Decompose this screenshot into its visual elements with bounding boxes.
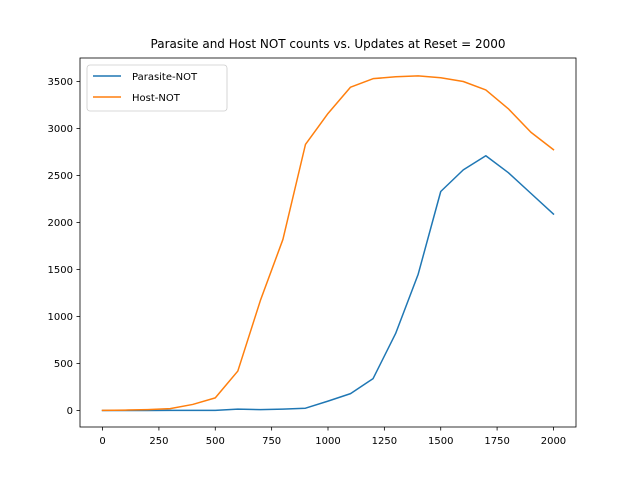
y-tick-label: 1000: [48, 312, 73, 323]
series-line-parasite-not: [101, 155, 555, 412]
x-tick-label: 0: [99, 436, 105, 447]
y-tick-label: 0: [67, 406, 73, 417]
y-tick-label: 2500: [48, 171, 73, 182]
x-tick-label: 1500: [428, 436, 453, 447]
series-layer: [101, 75, 555, 412]
x-tick-label: 750: [262, 436, 281, 447]
legend-label-parasite-not: Parasite-NOT: [132, 72, 198, 83]
x-tick-label: 2000: [541, 436, 566, 447]
legend-label-host-not: Host-NOT: [132, 93, 181, 104]
legend: Parasite-NOT Host-NOT: [86, 64, 228, 112]
y-tick-label: 3500: [48, 77, 73, 88]
x-tick-label: 1750: [484, 436, 509, 447]
x-tick-label: 250: [149, 436, 168, 447]
x-tick-label: 1000: [315, 436, 340, 447]
chart-title: Parasite and Host NOT counts vs. Updates…: [151, 37, 506, 51]
y-tick-label: 500: [54, 359, 73, 370]
legend-box: [86, 64, 228, 112]
y-tick-label: 2000: [48, 218, 73, 229]
x-tick-label: 1250: [372, 436, 397, 447]
axes-layer: 0 250 500 750 1000 1250 1500 1750 2000 0 500 1000 15…: [48, 57, 577, 447]
series-line-host-not: [101, 75, 555, 412]
y-tick-label: 3000: [48, 124, 73, 135]
y-tick-label: 1500: [48, 265, 73, 276]
x-tick-label: 500: [206, 436, 225, 447]
